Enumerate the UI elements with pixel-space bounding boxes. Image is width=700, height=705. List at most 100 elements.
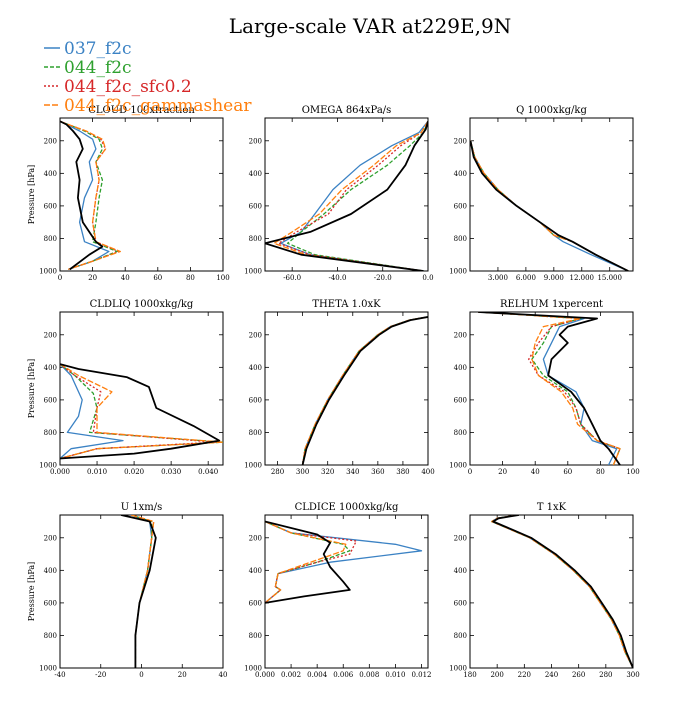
- x-tick-label: -40: [54, 671, 65, 679]
- plot-frame: [59, 311, 224, 466]
- series-line-reference: [265, 520, 351, 604]
- x-tick-label: 0.004: [307, 671, 328, 679]
- series-line-2: [491, 515, 633, 668]
- x-tick-label: 200: [490, 671, 503, 679]
- series-group: [265, 120, 428, 271]
- series-line-4: [491, 515, 633, 668]
- x-tick-label: 40: [531, 468, 540, 476]
- x-tick-label: -60.0: [283, 274, 301, 282]
- x-tick-label: 0.040: [198, 468, 218, 476]
- x-tick-label: 0.006: [333, 671, 354, 679]
- series-group: [60, 120, 121, 271]
- y-tick-label: 600: [454, 396, 467, 404]
- y-tick-label: 600: [249, 599, 262, 607]
- series-line-2: [265, 520, 351, 604]
- x-tick-label: -40.0: [328, 274, 346, 282]
- x-tick-label: -20: [95, 671, 106, 679]
- y-tick-label: 400: [44, 364, 57, 372]
- panel-title: T 1xK: [537, 502, 567, 513]
- y-tick-label: 600: [454, 202, 467, 210]
- y-tick-label: 600: [454, 599, 467, 607]
- x-tick-label: 100: [626, 468, 639, 476]
- panel-8: CLDICE 1000xkg/kg 0.000 0.002 0.004 0.006 0.0…: [244, 502, 431, 679]
- series-line-1: [60, 120, 110, 271]
- y-tick-label: 200: [44, 534, 57, 542]
- series-line-4: [265, 520, 347, 604]
- x-tick-label: 80: [596, 468, 605, 476]
- series-line-1: [60, 363, 124, 459]
- y-tick-label: 800: [249, 235, 262, 243]
- series-line-reference: [60, 120, 104, 271]
- x-tick-label: 0.000: [255, 671, 275, 679]
- y-tick-label: 800: [454, 235, 467, 243]
- series-line-2: [286, 121, 428, 271]
- legend-label-2: 044_f2c: [64, 58, 132, 78]
- x-tick-label: 0.010: [385, 671, 405, 679]
- plot-frame: [469, 311, 634, 466]
- y-axis-label: Pressure [hPa]: [27, 359, 36, 419]
- series-line-3: [301, 316, 428, 465]
- x-tick-label: 12.000: [570, 274, 595, 282]
- y-tick-label: 600: [249, 202, 262, 210]
- series-group: [301, 316, 428, 465]
- figure-title: Large-scale VAR at229E,9N: [229, 14, 511, 38]
- y-tick-label: 800: [249, 429, 262, 437]
- series-line-2: [301, 316, 428, 465]
- y-tick-label: 200: [44, 331, 57, 339]
- series-group: [60, 363, 223, 460]
- y-tick-label: 200: [249, 137, 262, 145]
- y-tick-label: 800: [44, 235, 57, 243]
- x-tick-label: 220: [518, 671, 531, 679]
- y-tick-label: 1000: [449, 268, 467, 276]
- series-line-4: [60, 363, 223, 460]
- plot-frame: [469, 514, 634, 669]
- panel-title: Q 1000xkg/kg: [516, 105, 587, 116]
- panel-title: RELHUM 1xpercent: [500, 299, 603, 310]
- x-tick-label: 280: [599, 671, 612, 679]
- series-line-3: [478, 312, 621, 465]
- series-line-3: [470, 140, 629, 271]
- series-line-1: [280, 120, 428, 271]
- y-tick-label: 600: [44, 599, 57, 607]
- series-line-3: [277, 120, 428, 271]
- panel-title: THETA 1.0xK: [312, 299, 381, 310]
- series-group: [470, 140, 629, 271]
- y-tick-label: 200: [454, 137, 467, 145]
- x-tick-label: 380: [396, 468, 409, 476]
- plot-frame: [469, 117, 634, 272]
- y-tick-label: 1000: [449, 462, 467, 470]
- x-tick-label: 20: [178, 671, 187, 679]
- series-line-reference: [301, 316, 428, 465]
- x-tick-label: 0.0: [422, 274, 433, 282]
- x-tick-label: 40: [219, 671, 228, 679]
- y-tick-label: 1000: [39, 462, 57, 470]
- x-tick-label: 9.000: [544, 274, 564, 282]
- plot-frame: [264, 311, 429, 466]
- y-tick-label: 1000: [244, 268, 262, 276]
- series-line-2: [470, 140, 629, 271]
- series-line-4: [273, 120, 428, 271]
- y-tick-label: 400: [454, 567, 467, 575]
- panel-1: CLOUD 100xfraction 0 20 40 60 80 100 200 400 600 8…: [27, 105, 230, 282]
- series-line-reference: [478, 312, 621, 465]
- x-tick-label: 20: [88, 274, 97, 282]
- series-line-3: [491, 515, 633, 668]
- series-line-2: [131, 515, 153, 668]
- panel-4: CLDLIQ 1000xkg/kg 0.000 0.010 0.020 0.030 0.0…: [27, 299, 224, 476]
- x-tick-label: 240: [545, 671, 558, 679]
- y-tick-label: 800: [44, 429, 57, 437]
- y-tick-label: 200: [44, 137, 57, 145]
- x-tick-label: 280: [271, 468, 284, 476]
- panel-title: OMEGA 864xPa/s: [302, 105, 392, 116]
- y-tick-label: 1000: [39, 268, 57, 276]
- series-line-1: [131, 515, 153, 668]
- series-line-2: [60, 363, 223, 460]
- y-tick-label: 800: [454, 632, 467, 640]
- panel-title: CLDLIQ 1000xkg/kg: [90, 299, 194, 310]
- series-group: [265, 520, 423, 604]
- plot-frame: [59, 117, 224, 272]
- x-tick-label: 0.010: [87, 468, 107, 476]
- series-group: [120, 515, 157, 668]
- x-tick-label: 0: [58, 274, 62, 282]
